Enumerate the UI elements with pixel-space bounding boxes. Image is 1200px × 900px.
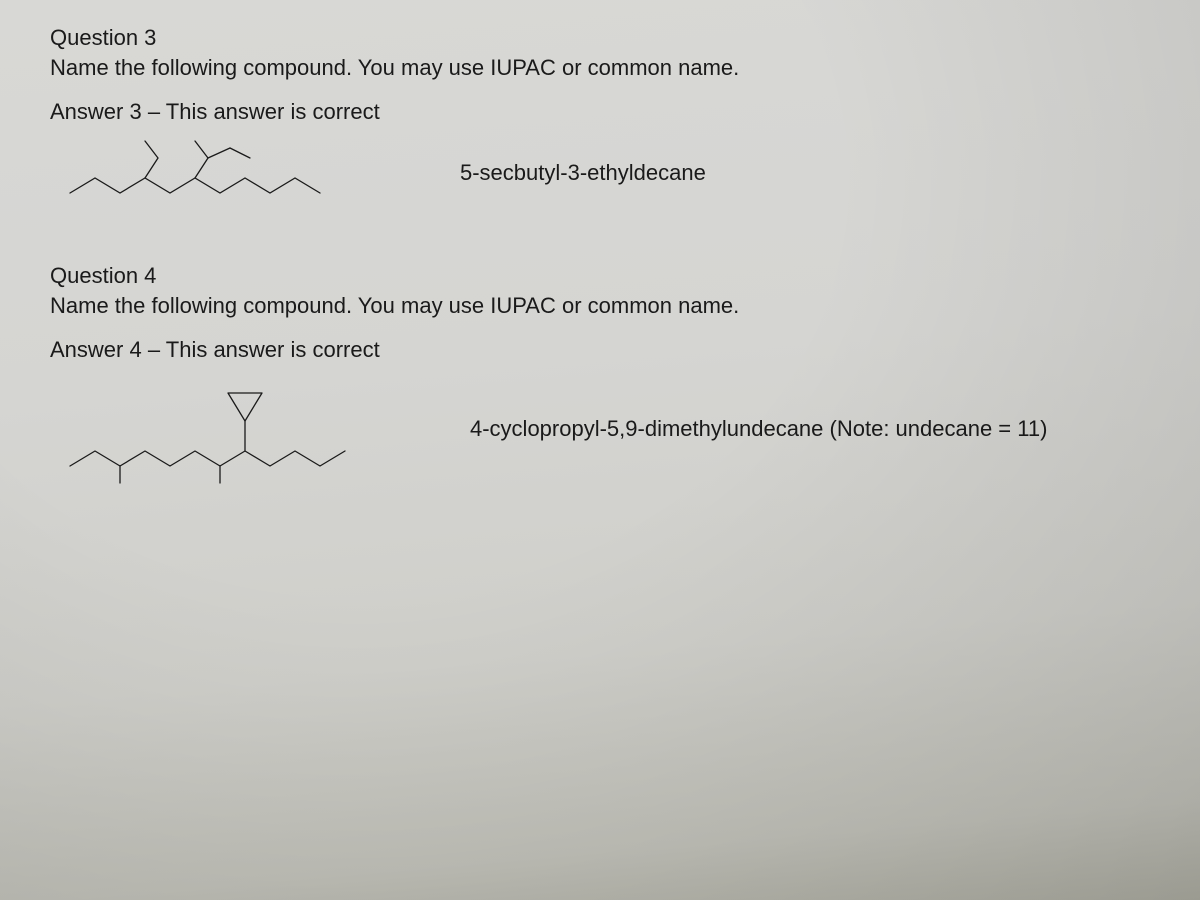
answer-4-text: 4-cyclopropyl-5,9-dimethylundecane (Note… (470, 416, 1047, 442)
question-4-block: Question 4 Name the following compound. … (50, 263, 1150, 486)
question-3-block: Question 3 Name the following compound. … (50, 25, 1150, 213)
question-3-prompt: Name the following compound. You may use… (50, 55, 1150, 81)
answer-4-label: Answer 4 – This answer is correct (50, 337, 1150, 363)
answer-3-label: Answer 3 – This answer is correct (50, 99, 1150, 125)
answer-4-row: 4-cyclopropyl-5,9-dimethylundecane (Note… (50, 371, 1150, 486)
question-4-prompt: Name the following compound. You may use… (50, 293, 1150, 319)
structure-3-svg (50, 133, 400, 213)
structure-4-svg (50, 371, 410, 486)
answer-3-text: 5-secbutyl-3-ethyldecane (460, 160, 706, 186)
question-3-title: Question 3 (50, 25, 1150, 51)
question-4-title: Question 4 (50, 263, 1150, 289)
answer-3-row: 5-secbutyl-3-ethyldecane (50, 133, 1150, 213)
